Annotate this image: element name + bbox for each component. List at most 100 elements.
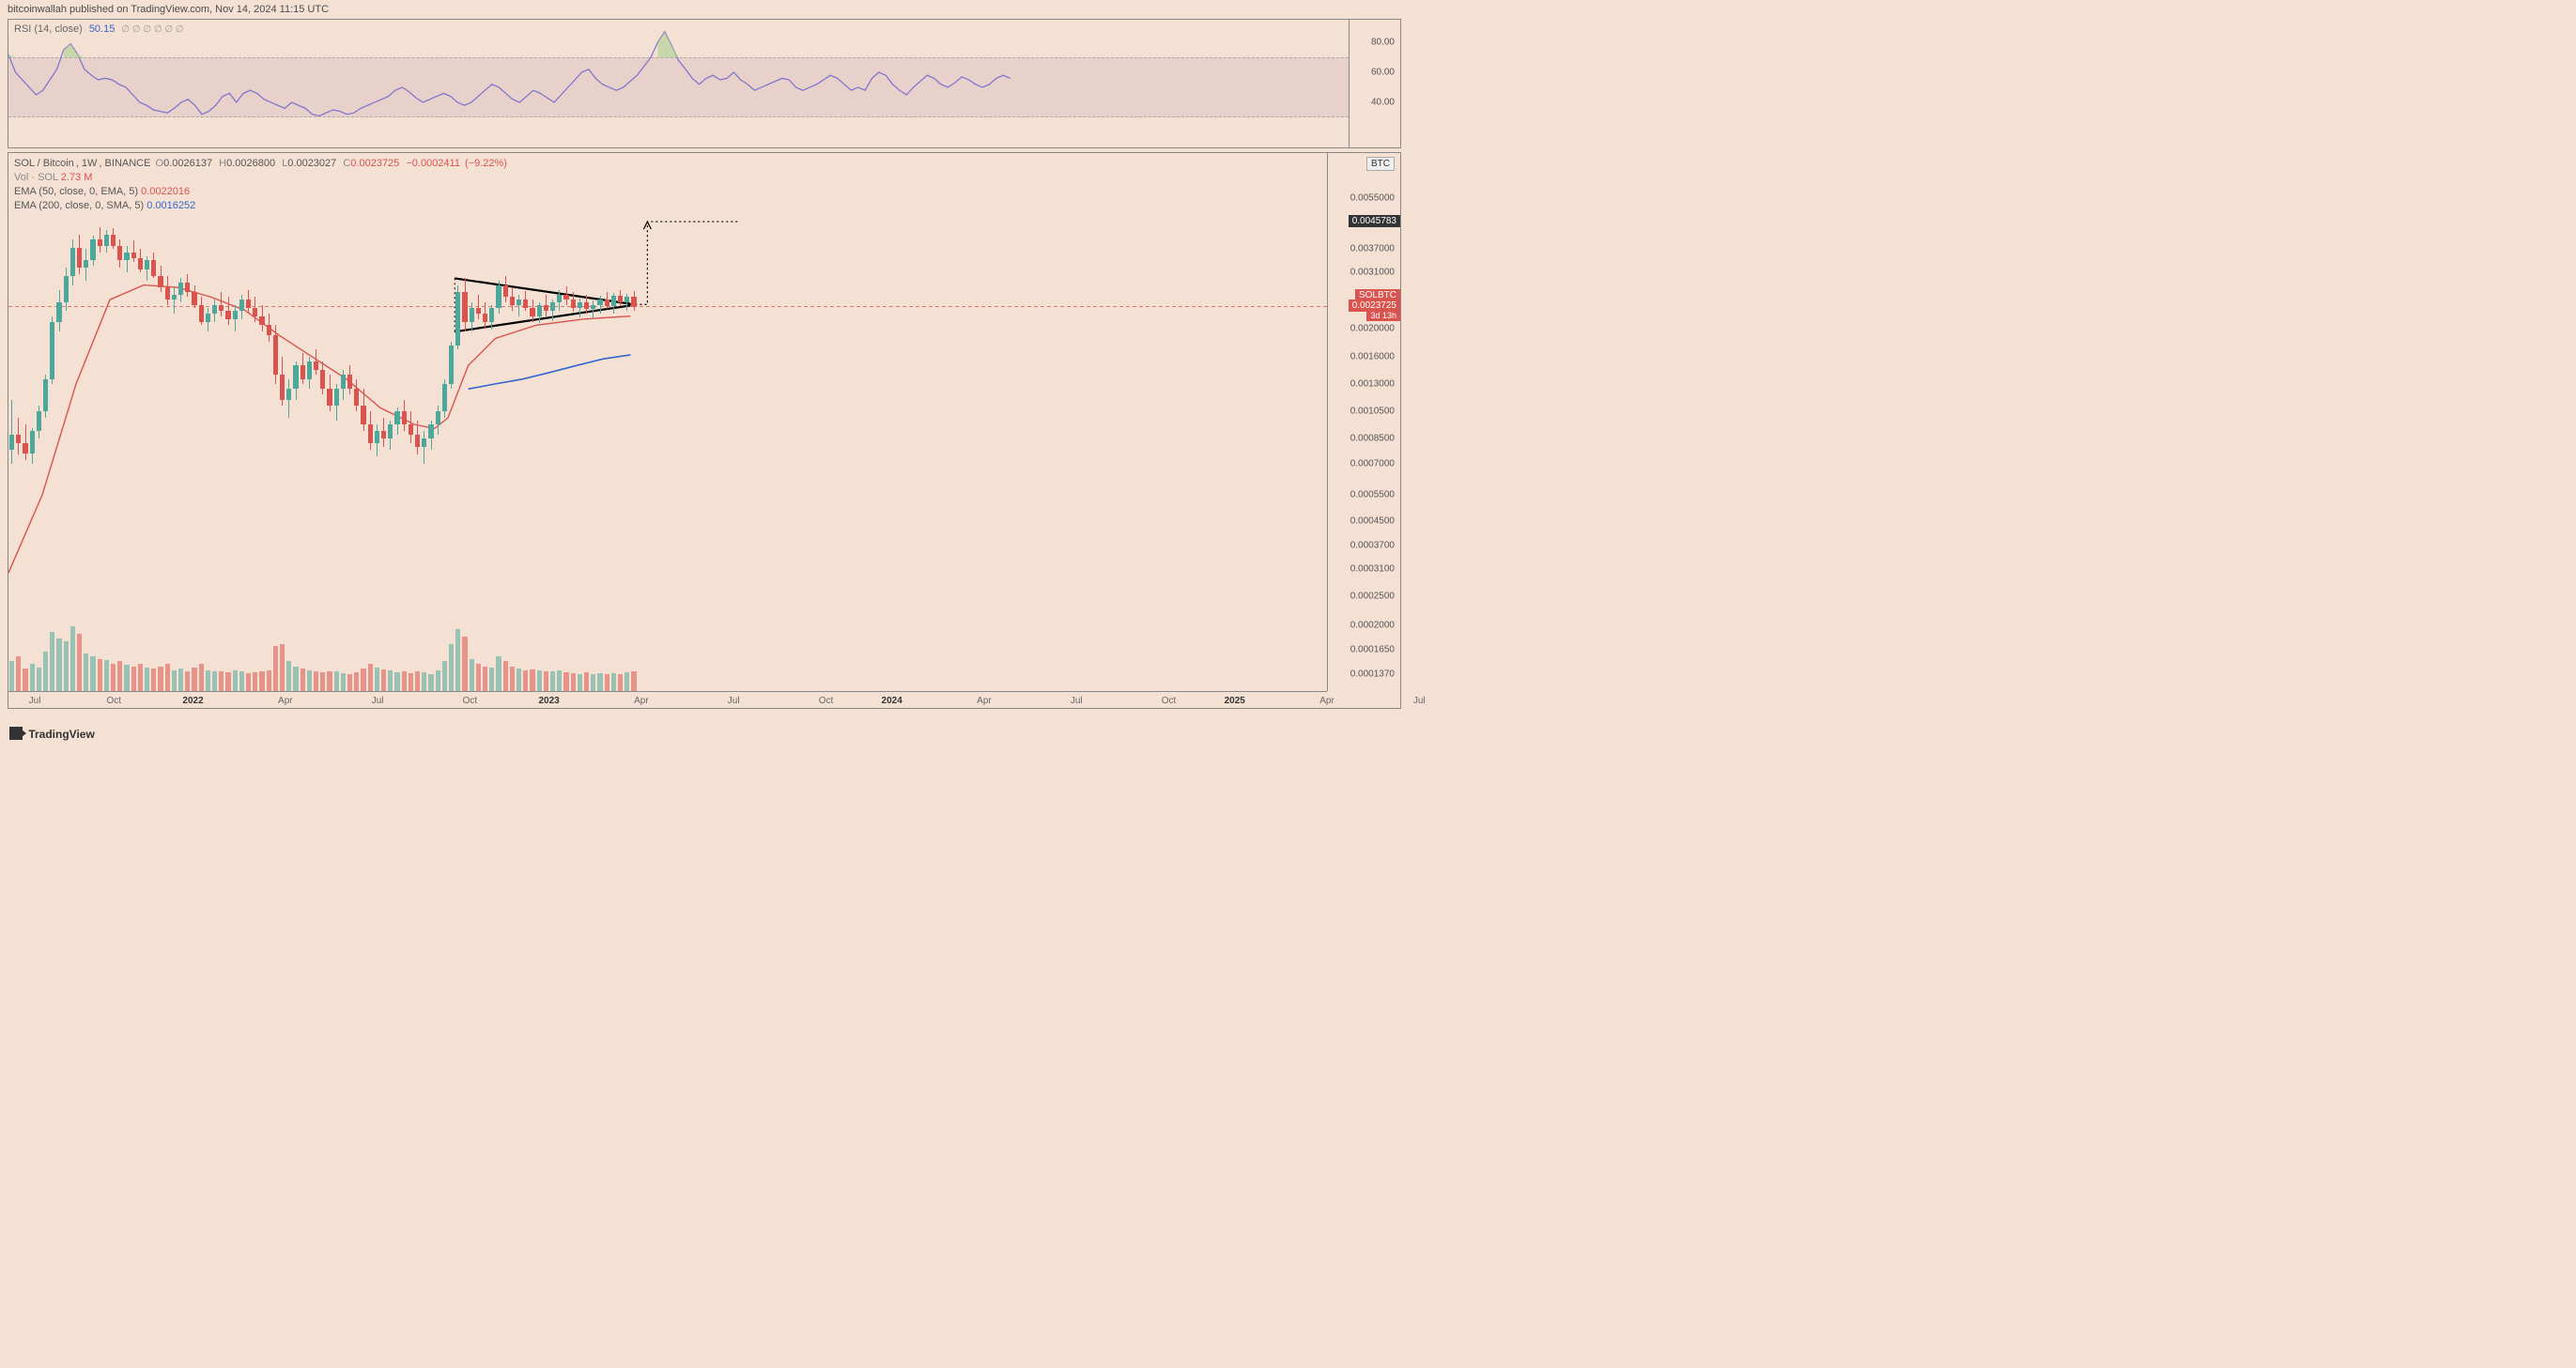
candle-body[interactable] <box>307 361 312 379</box>
candle-body[interactable] <box>470 308 474 322</box>
candle-body[interactable] <box>192 292 196 305</box>
candle-body[interactable] <box>388 424 393 438</box>
candle-body[interactable] <box>341 375 346 390</box>
candle-body[interactable] <box>56 302 61 322</box>
candle-body[interactable] <box>442 384 447 411</box>
currency-tag[interactable]: BTC <box>1366 157 1395 171</box>
candle-body[interactable] <box>178 283 183 295</box>
candle-body[interactable] <box>347 375 352 390</box>
candle-body[interactable] <box>455 292 460 346</box>
candle-body[interactable] <box>151 260 156 276</box>
candle-body[interactable] <box>354 389 359 406</box>
candle-body[interactable] <box>37 411 41 431</box>
candle-body[interactable] <box>111 235 116 246</box>
candle-body[interactable] <box>597 300 602 305</box>
candle-body[interactable] <box>361 406 365 424</box>
candle-body[interactable] <box>489 308 494 322</box>
candle-body[interactable] <box>517 300 521 305</box>
candle-body[interactable] <box>206 314 210 322</box>
candle-body[interactable] <box>172 295 177 300</box>
candle-body[interactable] <box>618 296 623 302</box>
candle-body[interactable] <box>327 389 332 406</box>
candle-body[interactable] <box>530 308 534 316</box>
candle-body[interactable] <box>523 300 528 307</box>
candle-body[interactable] <box>510 297 515 304</box>
candle-body[interactable] <box>117 246 122 260</box>
candle-body[interactable] <box>259 316 264 326</box>
main-pane[interactable]: SOL / Bitcoin, 1W, BINANCE 0.0026137 0.0… <box>8 152 1401 709</box>
candle-body[interactable] <box>537 305 542 316</box>
candle-body[interactable] <box>124 253 129 260</box>
candle-body[interactable] <box>578 302 582 308</box>
candle-body[interactable] <box>375 431 379 443</box>
candle-body[interactable] <box>394 411 399 424</box>
candle-body[interactable] <box>16 435 21 444</box>
candle-body[interactable] <box>273 335 278 375</box>
price-axis[interactable]: BTC 0.00550000.00370000.00310000.0020000… <box>1327 153 1400 691</box>
candle-body[interactable] <box>165 287 170 300</box>
candle-body[interactable] <box>23 443 27 453</box>
candle-body[interactable] <box>563 295 568 300</box>
candle-body[interactable] <box>98 239 102 246</box>
candle-body[interactable] <box>293 365 298 389</box>
candle-body[interactable] <box>253 308 257 316</box>
candle-body[interactable] <box>449 346 454 384</box>
chart-plot[interactable] <box>8 153 1327 691</box>
candle-body[interactable] <box>605 300 609 306</box>
candle-body[interactable] <box>280 375 285 400</box>
candle-body[interactable] <box>631 297 636 306</box>
candle-body[interactable] <box>212 305 217 314</box>
candle-body[interactable] <box>422 438 426 446</box>
candle-body[interactable] <box>428 424 433 438</box>
candle-body[interactable] <box>199 305 204 322</box>
candle-body[interactable] <box>496 285 501 308</box>
candle-body[interactable] <box>409 424 413 435</box>
candle-body[interactable] <box>286 389 291 399</box>
candle-body[interactable] <box>402 411 407 424</box>
candle-body[interactable] <box>90 239 95 260</box>
candle-body[interactable] <box>415 435 420 447</box>
candle-body[interactable] <box>30 431 35 453</box>
candle-body[interactable] <box>381 431 386 438</box>
candle-body[interactable] <box>246 300 251 307</box>
rsi-plot[interactable] <box>8 20 1349 147</box>
candle-body[interactable] <box>185 283 190 292</box>
candle-body[interactable] <box>611 296 616 306</box>
candle-body[interactable] <box>225 311 230 319</box>
candle-body[interactable] <box>591 305 595 310</box>
candle-body[interactable] <box>43 379 48 411</box>
candle-body[interactable] <box>550 302 555 311</box>
time-axis[interactable]: JulOct2022AprJulOct2023AprJulOct2024AprJ… <box>8 691 1327 708</box>
candle-body[interactable] <box>233 311 238 319</box>
candle-body[interactable] <box>158 276 162 287</box>
candle-body[interactable] <box>84 260 88 268</box>
candle-body[interactable] <box>557 295 562 302</box>
candle-body[interactable] <box>314 361 318 370</box>
candle-body[interactable] <box>219 305 224 311</box>
candle-body[interactable] <box>462 292 467 322</box>
candle-body[interactable] <box>483 314 487 322</box>
candle-body[interactable] <box>104 235 109 246</box>
rsi-axis[interactable]: 80.0060.0040.00 <box>1349 20 1400 147</box>
candle-body[interactable] <box>77 248 82 269</box>
candle-body[interactable] <box>70 248 75 277</box>
candle-body[interactable] <box>267 325 271 334</box>
candle-body[interactable] <box>584 302 589 309</box>
candle-body[interactable] <box>334 389 339 406</box>
candle-body[interactable] <box>320 370 325 389</box>
candle-body[interactable] <box>436 411 440 424</box>
candle-body[interactable] <box>64 276 69 302</box>
candle-body[interactable] <box>476 308 481 314</box>
candle-body[interactable] <box>145 260 149 269</box>
candle-body[interactable] <box>571 300 576 307</box>
candle-body[interactable] <box>9 435 14 451</box>
candle-body[interactable] <box>138 258 143 269</box>
candle-body[interactable] <box>239 300 244 310</box>
candle-body[interactable] <box>301 365 305 378</box>
candle-body[interactable] <box>131 253 136 258</box>
candle-body[interactable] <box>50 322 54 379</box>
candle-body[interactable] <box>503 285 508 298</box>
rsi-pane[interactable]: RSI (14, close) 50.15 ∅ ∅ ∅ ∅ ∅ ∅ 80.006… <box>8 19 1401 148</box>
candle-body[interactable] <box>544 305 548 311</box>
candle-body[interactable] <box>368 424 373 443</box>
